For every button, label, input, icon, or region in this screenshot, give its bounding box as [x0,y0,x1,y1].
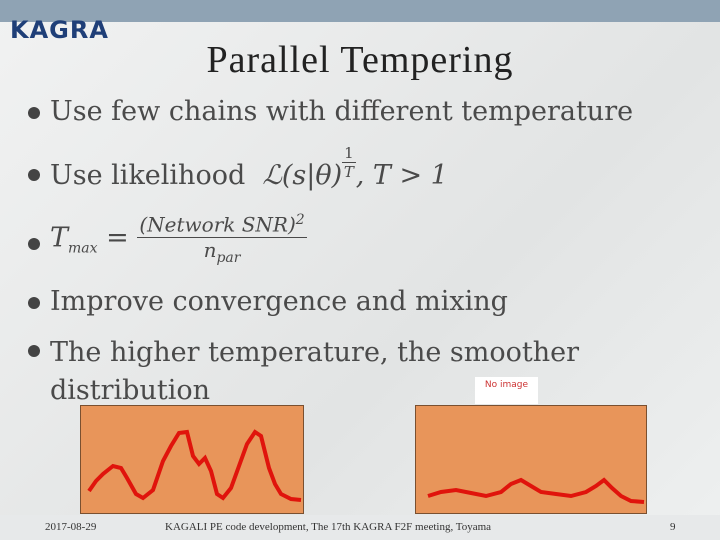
image-placeholder: No image [475,377,538,404]
footer-date: 2017-08-29 [45,521,97,533]
denominator: npar [203,237,241,266]
plot-image [80,405,304,514]
bullet: Tmax = (Network SNR)2 npar [28,212,307,266]
denominator: T [343,163,354,181]
bullet: Use few chains with different temperatur… [28,96,634,127]
bullet-text: The higher temperature, the smoother dis… [50,337,580,406]
superscript: 2 [295,212,305,228]
den-text: n [203,237,217,262]
formula: ℒ(s|θ) [262,160,343,191]
footer: 2017-08-29 KAGALI PE code development, T… [0,515,720,540]
numerator: 1 [342,144,356,163]
title: Parallel Tempering [206,39,514,81]
bullet-text: Improve convergence and mixing [50,286,508,317]
curve [87,429,302,502]
condition: , T > 1 [355,160,448,191]
subscript: par [216,249,241,266]
bullet-text: Use few chains with different temperatur… [50,96,634,127]
footer-text: KAGALI PE code development, The 17th KAG… [165,521,492,533]
num-text: (Network SNR) [139,212,296,237]
bullet-text: Use likelihood [50,160,246,191]
fraction: (Network SNR)2 npar [137,212,307,266]
bullet: Improve convergence and mixing [28,286,508,317]
curve [427,477,645,504]
top-bar [0,0,720,22]
numerator: (Network SNR)2 [137,212,307,238]
page-number: 9 [670,521,676,533]
formula-lhs: T [50,222,69,254]
logo: KAGRA [10,16,109,44]
plot-image [415,405,647,514]
bullet: The higher temperature, the smoother dis… [28,334,610,410]
bullet: Use likelihood ℒ(s|θ) 1 T, T > 1 [28,144,448,195]
subscript: max [68,240,98,257]
equals: = [106,222,129,254]
